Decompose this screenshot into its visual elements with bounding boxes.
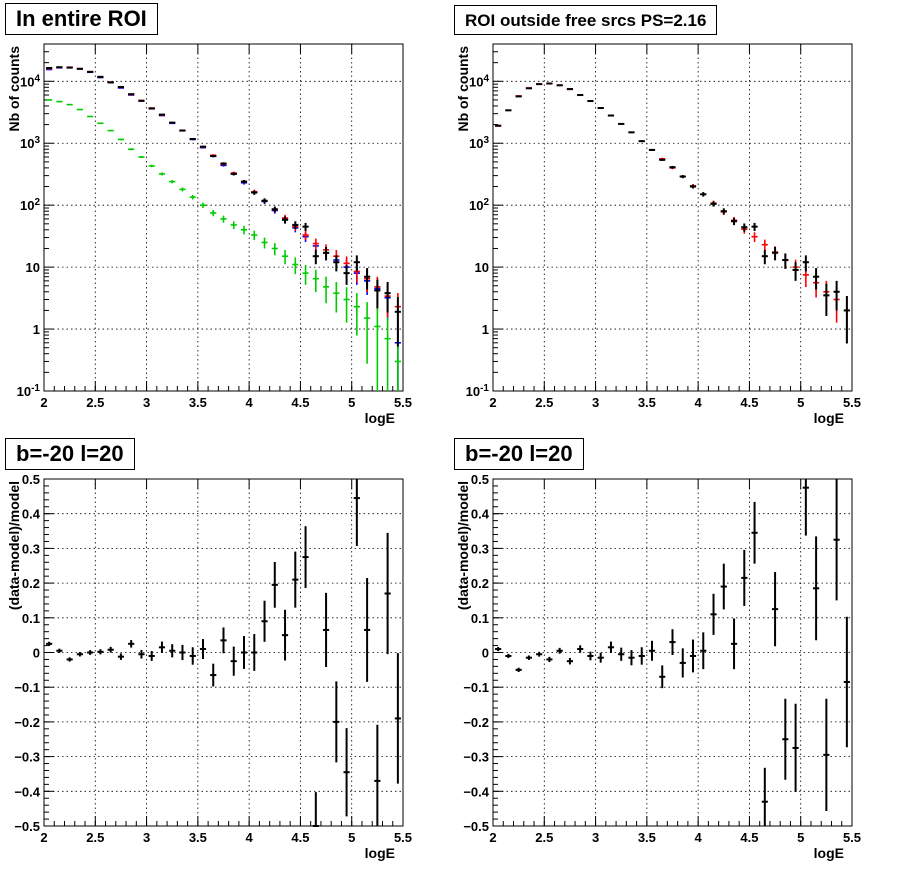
x-tick-label: 2.5 bbox=[86, 395, 104, 410]
y-tick-label: 103 bbox=[469, 135, 489, 151]
plot-frame bbox=[492, 43, 853, 392]
x-tick-label: 4.5 bbox=[291, 395, 309, 410]
y-tick-label: 0.1 bbox=[22, 611, 40, 626]
y-tick-label: 0 bbox=[33, 646, 40, 661]
y-tick-label: 104 bbox=[469, 73, 489, 89]
x-tick-label: 5 bbox=[797, 395, 804, 410]
y-axis-label: (data-model)/model bbox=[455, 481, 471, 610]
chart-pad-entire-roi: 2 2.5 3 3.5 4 4.5 5 5.5 10-1 1 10 102 103 104 logE Nb o… bbox=[0, 0, 449, 435]
chart-pad-residual-left: 2 2.5 3 3.5 4 4.5 5 5.5 −0.5 −0.4 −0.3 −0.2 −0.1 0 0.1… bbox=[0, 435, 449, 870]
y-tick-label: −0.2 bbox=[463, 715, 489, 730]
y-tick-label: 0.5 bbox=[22, 472, 40, 487]
y-tick-label: 0.2 bbox=[471, 576, 489, 591]
y-tick-label: −0.2 bbox=[14, 715, 40, 730]
series-group bbox=[46, 479, 401, 827]
x-tick-label: 2 bbox=[489, 395, 496, 410]
y-tick-label: 10-1 bbox=[466, 383, 490, 399]
chart-title-roi-outside: ROI outside free srcs PS=2.16 bbox=[454, 5, 718, 35]
x-tick-label: 2.5 bbox=[86, 830, 104, 845]
x-tick-label: 5.5 bbox=[843, 395, 861, 410]
series-group bbox=[46, 66, 401, 391]
series-group bbox=[495, 479, 850, 826]
x-axis-label: logE bbox=[814, 410, 844, 426]
y-tick-label: 0 bbox=[482, 646, 489, 661]
x-tick-label: 3.5 bbox=[189, 830, 207, 845]
x-tick-label: 3 bbox=[592, 395, 599, 410]
chart-svg-roi-outside: 2 2.5 3 3.5 4 4.5 5 5.5 10-1 1 10 102 103 104 logE Nb o… bbox=[455, 43, 861, 426]
y-tick-label: 102 bbox=[20, 197, 40, 213]
y-tick-label: 0.4 bbox=[22, 507, 41, 522]
x-tick-label: 4.5 bbox=[291, 830, 309, 845]
y-tick-label: −0.3 bbox=[14, 750, 40, 765]
y-tick-label: 10 bbox=[475, 260, 489, 275]
y-tick-label: 0.3 bbox=[22, 541, 40, 556]
chart-pad-roi-outside: 2 2.5 3 3.5 4 4.5 5 5.5 10-1 1 10 102 103 104 logE Nb o… bbox=[449, 0, 898, 435]
x-axis-label: logE bbox=[365, 845, 395, 861]
x-tick-label: 4 bbox=[695, 830, 703, 845]
x-tick-label: 2.5 bbox=[535, 395, 553, 410]
x-tick-label: 3 bbox=[143, 830, 150, 845]
x-tick-label: 3 bbox=[143, 395, 150, 410]
x-tick-label: 4.5 bbox=[740, 830, 758, 845]
y-tick-label: 0.2 bbox=[22, 576, 40, 591]
x-tick-label: 2.5 bbox=[535, 830, 553, 845]
x-tick-label: 5 bbox=[348, 395, 355, 410]
plot-frame bbox=[43, 43, 404, 392]
chart-pad-residual-right: 2 2.5 3 3.5 4 4.5 5 5.5 −0.5 −0.4 −0.3 −0.2 −0.1 0 0.1… bbox=[449, 435, 898, 870]
y-tick-label: 0.4 bbox=[471, 507, 490, 522]
y-tick-label: 1 bbox=[482, 322, 489, 337]
x-axis-label: logE bbox=[365, 410, 395, 426]
x-tick-label: 3.5 bbox=[638, 395, 656, 410]
y-axis-label: Nb of counts bbox=[6, 46, 22, 132]
series-group bbox=[495, 82, 850, 344]
y-tick-label: −0.3 bbox=[463, 750, 489, 765]
series-group bbox=[46, 99, 401, 391]
y-tick-label: 0.1 bbox=[471, 611, 489, 626]
y-tick-label: −0.1 bbox=[14, 680, 40, 695]
y-tick-label: 0.5 bbox=[471, 472, 489, 487]
x-tick-label: 2 bbox=[489, 830, 496, 845]
x-tick-label: 3.5 bbox=[189, 395, 207, 410]
x-tick-label: 5 bbox=[348, 830, 355, 845]
y-tick-label: −0.1 bbox=[463, 680, 489, 695]
chart-svg-entire-roi: 2 2.5 3 3.5 4 4.5 5 5.5 10-1 1 10 102 103 104 logE Nb o… bbox=[6, 43, 412, 426]
x-tick-label: 5.5 bbox=[394, 395, 412, 410]
chart-title-residual-left: b=-20 l=20 bbox=[5, 438, 135, 470]
x-tick-label: 4 bbox=[695, 395, 703, 410]
x-tick-label: 3.5 bbox=[638, 830, 656, 845]
y-tick-label: 10 bbox=[26, 260, 40, 275]
chart-svg-residual-right: 2 2.5 3 3.5 4 4.5 5 5.5 −0.5 −0.4 −0.3 −0.2 −0.1 0 0.1… bbox=[455, 472, 861, 861]
y-axis-label: Nb of counts bbox=[455, 46, 471, 132]
y-tick-label: 10-1 bbox=[17, 383, 41, 399]
y-tick-label: 102 bbox=[469, 197, 489, 213]
y-tick-label: −0.4 bbox=[14, 784, 40, 799]
plot-frame bbox=[43, 478, 404, 827]
y-tick-label: −0.4 bbox=[463, 784, 489, 799]
x-tick-label: 4 bbox=[246, 830, 254, 845]
chart-title-residual-right: b=-20 l=20 bbox=[454, 438, 584, 470]
plot-frame bbox=[492, 478, 853, 827]
x-tick-label: 5.5 bbox=[843, 830, 861, 845]
y-tick-label: 0.3 bbox=[471, 541, 489, 556]
x-tick-label: 5 bbox=[797, 830, 804, 845]
y-tick-label: 103 bbox=[20, 135, 40, 151]
y-tick-label: −0.5 bbox=[14, 819, 40, 834]
series-group bbox=[46, 66, 401, 347]
x-tick-label: 5.5 bbox=[394, 830, 412, 845]
chart-svg-residual-left: 2 2.5 3 3.5 4 4.5 5 5.5 −0.5 −0.4 −0.3 −0.2 −0.1 0 0.1… bbox=[6, 472, 412, 861]
x-tick-label: 2 bbox=[40, 395, 47, 410]
chart-title-entire-roi: In entire ROI bbox=[5, 3, 158, 35]
y-axis-label: (data-model)/model bbox=[6, 481, 22, 610]
y-tick-label: −0.5 bbox=[463, 819, 489, 834]
x-tick-label: 2 bbox=[40, 830, 47, 845]
series-group bbox=[495, 82, 850, 344]
y-tick-label: 1 bbox=[33, 322, 40, 337]
series-group bbox=[46, 66, 401, 336]
x-axis-label: logE bbox=[814, 845, 844, 861]
x-tick-label: 3 bbox=[592, 830, 599, 845]
x-tick-label: 4.5 bbox=[740, 395, 758, 410]
y-tick-label: 104 bbox=[20, 73, 40, 89]
x-tick-label: 4 bbox=[246, 395, 254, 410]
